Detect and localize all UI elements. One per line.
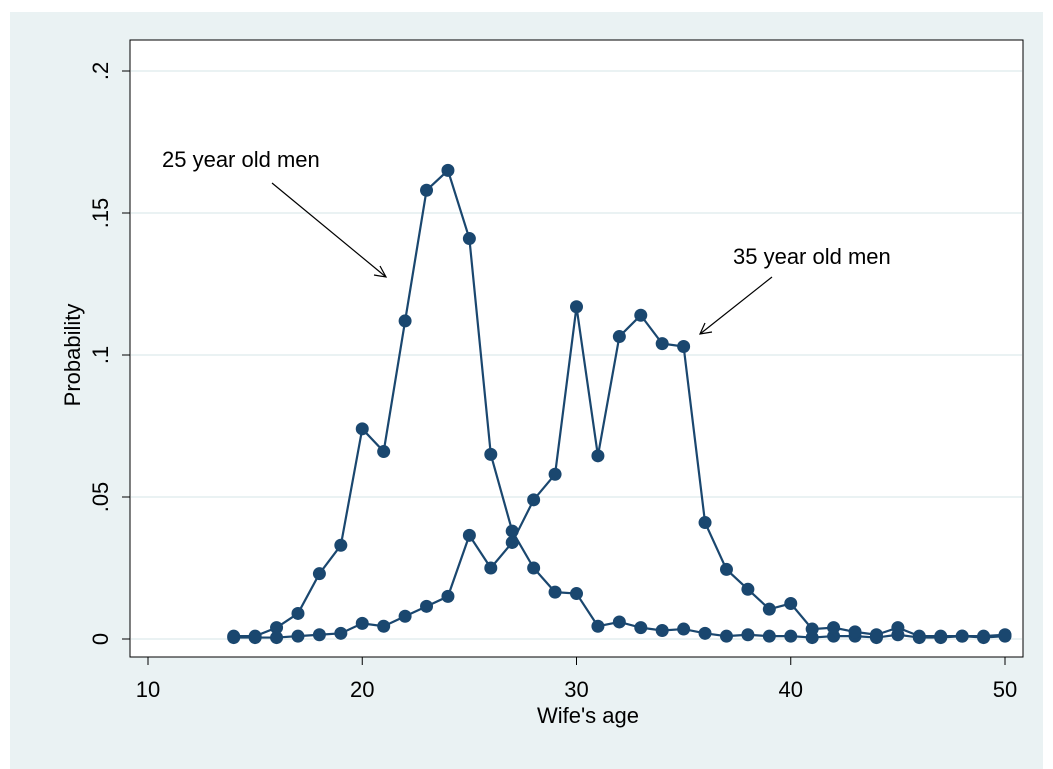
data-point bbox=[527, 493, 541, 507]
data-point bbox=[827, 621, 841, 635]
data-point bbox=[484, 561, 498, 575]
data-point bbox=[484, 447, 498, 461]
data-point bbox=[977, 629, 991, 643]
annotation: 25 year old men bbox=[162, 147, 320, 172]
data-point bbox=[291, 629, 305, 643]
data-point bbox=[805, 622, 819, 636]
data-point bbox=[612, 615, 626, 629]
plot-region bbox=[129, 39, 1024, 658]
data-point bbox=[312, 567, 326, 581]
x-tick-label: 20 bbox=[350, 677, 374, 702]
x-tick-label: 50 bbox=[993, 677, 1017, 702]
data-point bbox=[719, 629, 733, 643]
y-tick-label: .2 bbox=[88, 62, 113, 80]
data-point bbox=[677, 339, 691, 353]
data-point bbox=[462, 232, 476, 246]
x-tick-label: 40 bbox=[779, 677, 803, 702]
data-point bbox=[398, 609, 412, 623]
data-point bbox=[570, 300, 583, 314]
x-axis-title: Wife's age bbox=[537, 703, 639, 728]
data-point bbox=[377, 619, 391, 633]
arrow bbox=[699, 276, 773, 335]
data-point bbox=[334, 626, 348, 640]
data-point bbox=[248, 631, 262, 645]
y-axis-title: Probability bbox=[60, 304, 85, 407]
data-point bbox=[270, 631, 284, 645]
data-point bbox=[912, 629, 926, 643]
x-tick-label: 30 bbox=[564, 677, 588, 702]
data-point bbox=[891, 621, 905, 635]
data-point bbox=[698, 626, 712, 640]
data-point bbox=[227, 631, 241, 645]
data-point bbox=[441, 163, 455, 177]
y-tick-label: .05 bbox=[88, 482, 113, 513]
arrow-head bbox=[698, 322, 713, 335]
data-point bbox=[591, 619, 605, 633]
arrow-head bbox=[373, 265, 388, 278]
data-point bbox=[291, 606, 305, 620]
data-point bbox=[762, 629, 776, 643]
y-tick-label: 0 bbox=[88, 633, 113, 645]
data-point bbox=[377, 445, 391, 459]
data-point bbox=[570, 587, 583, 601]
data-point bbox=[591, 449, 605, 463]
data-point bbox=[420, 599, 434, 613]
data-point bbox=[784, 597, 798, 610]
data-point bbox=[612, 330, 626, 344]
data-point bbox=[998, 628, 1012, 642]
data-point bbox=[420, 183, 434, 197]
data-point bbox=[462, 528, 476, 542]
data-point bbox=[955, 629, 969, 643]
data-point bbox=[784, 629, 798, 643]
data-point bbox=[312, 628, 326, 642]
y-tick-label: .1 bbox=[88, 346, 113, 364]
data-point bbox=[655, 337, 669, 351]
data-point bbox=[719, 562, 733, 576]
data-point bbox=[441, 589, 455, 603]
annotation-arrows bbox=[271, 182, 773, 335]
data-point bbox=[634, 308, 648, 322]
data-point bbox=[741, 628, 755, 642]
arrow bbox=[271, 182, 387, 278]
data-point bbox=[355, 422, 369, 436]
data-point bbox=[848, 625, 862, 639]
x-tick-label: 10 bbox=[136, 677, 160, 702]
data-point bbox=[270, 621, 284, 635]
annotation: 35 year old men bbox=[733, 244, 891, 269]
data-point bbox=[334, 538, 348, 552]
data-point bbox=[355, 616, 369, 630]
data-point bbox=[505, 524, 519, 538]
data-point bbox=[527, 561, 541, 575]
data-point bbox=[548, 467, 562, 481]
data-point bbox=[548, 585, 562, 599]
y-tick-label: .15 bbox=[88, 198, 113, 229]
data-point bbox=[505, 535, 519, 549]
data-point bbox=[634, 621, 648, 635]
data-point bbox=[934, 629, 948, 643]
data-point bbox=[869, 628, 883, 642]
data-point bbox=[741, 582, 755, 596]
data-point bbox=[677, 622, 691, 636]
data-point bbox=[398, 314, 412, 328]
data-point bbox=[698, 516, 712, 530]
data-point bbox=[655, 623, 669, 637]
data-point bbox=[762, 602, 776, 616]
